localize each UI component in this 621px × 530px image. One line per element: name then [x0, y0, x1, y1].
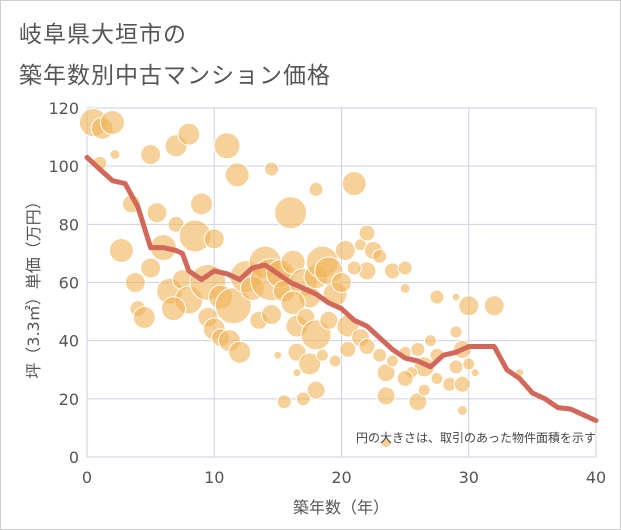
bubble-point: [448, 359, 464, 375]
bubble-point: [417, 383, 431, 397]
y-tick-label: 20: [59, 390, 79, 409]
bubble-point: [372, 347, 388, 363]
y-tick-label: 40: [59, 332, 79, 351]
bubble-point: [430, 371, 444, 385]
y-tick-label: 100: [48, 157, 79, 176]
bubble-point: [376, 386, 396, 406]
bubble-point: [451, 292, 461, 302]
bubble-point: [397, 260, 413, 276]
bubble-point: [470, 368, 480, 378]
bubble-point: [292, 368, 302, 378]
bubble-point: [408, 392, 428, 412]
bubble-point: [462, 357, 476, 371]
bubble-point: [214, 287, 252, 325]
bubble-point: [334, 240, 356, 262]
x-tick-label: 0: [82, 468, 92, 487]
bubble-point: [358, 337, 376, 355]
bubble-point: [203, 228, 225, 250]
trend-line: [84, 154, 599, 424]
bubble-point: [190, 192, 214, 216]
bubble-point: [358, 224, 376, 242]
x-tick-label: 10: [204, 468, 224, 487]
bubble-point: [264, 161, 280, 177]
bubble-point: [306, 380, 326, 400]
bubble-point: [177, 122, 201, 146]
bubble-point: [161, 296, 187, 322]
bubble-point: [308, 181, 324, 197]
y-tick-label: 80: [59, 215, 79, 234]
bubble-point: [339, 340, 357, 358]
bubble-point: [274, 196, 308, 230]
bubble-point: [280, 290, 306, 316]
chart-title-line2: 築年数別中古マンション価格: [19, 63, 331, 89]
y-tick-label: 0: [69, 448, 79, 467]
bubble-series: [78, 108, 525, 448]
bubble-point: [429, 289, 445, 305]
bubble-point: [228, 340, 252, 364]
bubble-point: [124, 272, 146, 293]
bubble-point: [132, 305, 156, 329]
chart-title-line1: 岐阜県大垣市の: [19, 22, 187, 48]
bubble-size-note: 円の大きさは、取引のあった物件面積を示す: [356, 430, 596, 445]
bubble-point: [424, 334, 438, 348]
bubble-point: [376, 363, 396, 383]
bubble-point: [261, 303, 283, 325]
x-axis-label: 築年数（年）: [293, 498, 389, 517]
x-tick-label: 40: [586, 468, 606, 487]
bubble-point: [372, 248, 388, 264]
bubble-point: [399, 282, 411, 294]
bubble-point: [331, 272, 352, 293]
bubble-point: [99, 110, 125, 136]
x-tick-label: 20: [331, 468, 351, 487]
bubble-point: [456, 404, 468, 416]
bubble-point: [410, 341, 426, 357]
bubble-point: [108, 238, 134, 264]
bubble-point: [346, 260, 362, 276]
bubble-point: [385, 354, 399, 368]
bubble-point: [213, 132, 241, 160]
bubble-point: [449, 325, 463, 339]
bubble-point: [295, 391, 311, 407]
trend-line-series: [84, 154, 599, 424]
bubble-point: [276, 394, 292, 410]
bubble-point: [315, 348, 329, 362]
bubble-point: [396, 369, 414, 387]
bubble-point: [328, 354, 342, 368]
y-axis-label: 坪（3.3㎡）単価（万円）: [24, 193, 43, 378]
bubble-point: [383, 262, 401, 280]
bubble-point: [140, 257, 162, 279]
bubble-point: [298, 352, 322, 376]
bubble-point: [458, 295, 480, 317]
bubble-point: [273, 350, 283, 360]
bubble-point: [483, 295, 505, 317]
bubble-point: [146, 202, 168, 224]
bubble-point: [380, 436, 392, 448]
bubble-point: [140, 144, 162, 166]
bubble-point: [341, 171, 367, 197]
bubble-point: [224, 162, 250, 188]
x-tick-label: 30: [459, 468, 479, 487]
y-tick-label: 60: [59, 274, 79, 293]
bubble-point: [453, 375, 471, 393]
axis-ticks: 0 20 40 60 80 100 120 0 10 20 30 40: [48, 99, 606, 487]
y-tick-label: 120: [48, 99, 79, 118]
bubble-point: [109, 149, 121, 161]
bubble-point: [319, 310, 339, 330]
